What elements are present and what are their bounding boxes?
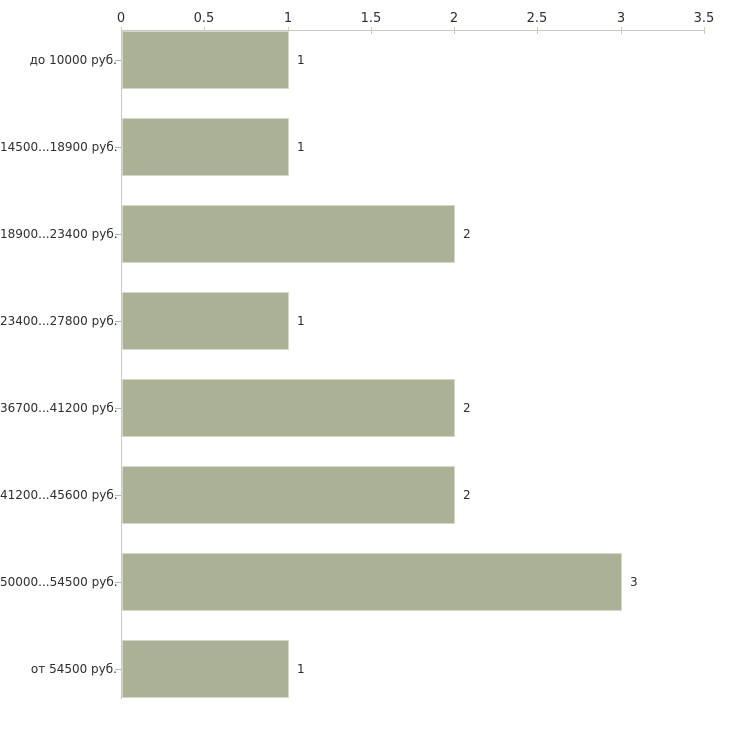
category-label: 18900...23400 руб. — [0, 227, 118, 241]
category-label: 14500...18900 руб. — [0, 140, 118, 154]
bar — [122, 292, 289, 350]
x-tick-label: 2.5 — [526, 11, 548, 26]
x-tick-label: 0 — [116, 11, 126, 26]
value-label: 1 — [297, 140, 305, 154]
x-tick-mark — [704, 27, 705, 34]
x-tick-mark — [288, 27, 289, 34]
x-tick-label: 1.5 — [360, 11, 382, 26]
bar — [122, 379, 455, 437]
category-label: 50000...54500 руб. — [0, 575, 118, 589]
value-label: 1 — [297, 662, 305, 676]
x-tick-label: 3.5 — [693, 11, 715, 26]
category-tick-mark — [115, 321, 121, 322]
x-tick-mark — [204, 27, 205, 34]
x-tick-mark — [371, 27, 372, 34]
value-label: 1 — [297, 314, 305, 328]
category-tick-mark — [115, 147, 121, 148]
category-tick-mark — [115, 60, 121, 61]
value-label: 1 — [297, 53, 305, 67]
value-label: 2 — [463, 401, 471, 415]
value-label: 2 — [463, 227, 471, 241]
x-tick-label: 2 — [449, 11, 459, 26]
category-label: 23400...27800 руб. — [0, 314, 118, 328]
x-tick-mark — [621, 27, 622, 34]
bar — [122, 553, 622, 611]
x-tick-mark — [454, 27, 455, 34]
bar — [122, 205, 455, 263]
category-tick-mark — [115, 582, 121, 583]
category-label: до 10000 руб. — [29, 53, 117, 67]
x-tick-label: 1 — [283, 11, 293, 26]
category-tick-mark — [115, 495, 121, 496]
value-label: 2 — [463, 488, 471, 502]
x-tick-mark — [121, 27, 122, 34]
y-axis-line — [121, 30, 122, 699]
category-tick-mark — [115, 234, 121, 235]
bar — [122, 640, 289, 698]
category-tick-mark — [115, 669, 121, 670]
x-tick-label: 3 — [616, 11, 626, 26]
bar — [122, 466, 455, 524]
x-axis-line — [121, 30, 704, 31]
bar — [122, 31, 289, 89]
x-tick-mark — [537, 27, 538, 34]
category-label: 36700...41200 руб. — [0, 401, 118, 415]
category-tick-mark — [115, 408, 121, 409]
value-label: 3 — [630, 575, 638, 589]
category-label: 41200...45600 руб. — [0, 488, 118, 502]
bar — [122, 118, 289, 176]
x-tick-label: 0.5 — [193, 11, 215, 26]
category-label: от 54500 руб. — [30, 662, 117, 676]
